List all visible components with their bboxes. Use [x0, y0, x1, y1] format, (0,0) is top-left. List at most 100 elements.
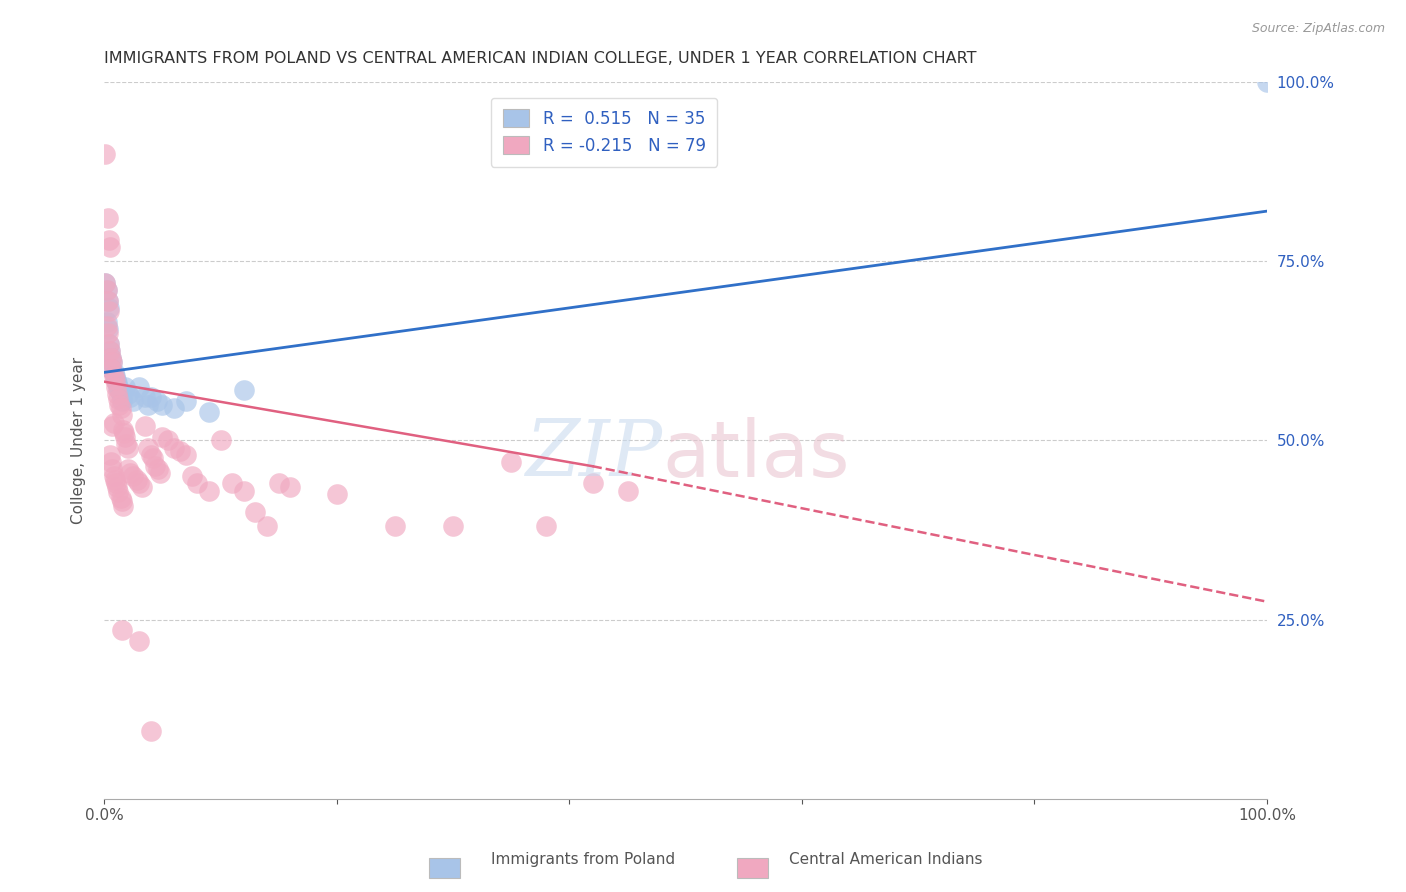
Point	[152, 430, 174, 444]
Point	[111, 409, 134, 423]
Point	[111, 423, 134, 437]
Point	[97, 233, 120, 247]
Point	[111, 394, 134, 409]
Point	[152, 398, 174, 412]
Point	[232, 384, 254, 398]
Point	[157, 434, 180, 448]
Point	[94, 276, 117, 290]
Point	[256, 519, 278, 533]
Point	[104, 476, 127, 491]
Point	[117, 387, 139, 401]
Point	[108, 398, 131, 412]
Point	[139, 391, 162, 405]
Point	[103, 365, 125, 379]
Point	[100, 361, 122, 376]
Point	[118, 466, 141, 480]
Point	[104, 473, 127, 487]
Point	[117, 441, 139, 455]
Point	[110, 387, 132, 401]
Point	[134, 391, 156, 405]
Point	[128, 634, 150, 648]
Point	[145, 394, 167, 409]
Point	[163, 401, 186, 416]
Point	[110, 401, 132, 416]
Point	[146, 462, 169, 476]
Text: atlas: atlas	[662, 417, 849, 492]
Point	[174, 394, 197, 409]
Point	[96, 283, 118, 297]
Point	[107, 380, 129, 394]
Point	[267, 476, 290, 491]
Point	[97, 301, 120, 315]
Point	[616, 483, 638, 498]
Point	[104, 372, 127, 386]
Point	[104, 380, 127, 394]
Text: Source: ZipAtlas.com: Source: ZipAtlas.com	[1251, 22, 1385, 36]
Point	[98, 240, 121, 254]
Point	[138, 398, 160, 412]
Point	[110, 491, 132, 505]
Point	[104, 372, 127, 386]
Point	[326, 487, 349, 501]
Point	[98, 448, 121, 462]
Point	[117, 462, 139, 476]
Point	[174, 448, 197, 462]
Point	[278, 480, 301, 494]
Point	[131, 480, 153, 494]
Point	[96, 318, 118, 333]
Point	[198, 405, 221, 419]
Point	[111, 391, 134, 405]
Point	[128, 380, 150, 394]
Point	[101, 462, 124, 476]
Point	[104, 368, 127, 383]
Point	[122, 394, 145, 409]
Point	[441, 519, 464, 533]
Point	[245, 505, 267, 519]
Point	[115, 437, 138, 451]
Point	[1256, 75, 1278, 89]
Point	[97, 322, 120, 336]
Point	[96, 283, 118, 297]
Point	[111, 494, 134, 508]
Text: ZIP: ZIP	[526, 417, 662, 493]
Point	[111, 624, 134, 638]
Point	[98, 343, 121, 358]
Point	[112, 426, 135, 441]
Point	[209, 434, 232, 448]
Point	[97, 293, 120, 308]
Point	[105, 376, 128, 390]
Point	[103, 368, 125, 383]
Point	[180, 469, 202, 483]
Point	[198, 483, 221, 498]
Point	[97, 293, 120, 308]
Point	[149, 466, 172, 480]
Point	[134, 419, 156, 434]
Point	[186, 476, 208, 491]
Point	[100, 351, 122, 365]
Point	[122, 469, 145, 483]
Point	[94, 146, 117, 161]
Point	[103, 469, 125, 483]
Point	[98, 343, 121, 358]
Point	[114, 380, 136, 394]
Point	[139, 448, 162, 462]
Text: IMMIGRANTS FROM POLAND VS CENTRAL AMERICAN INDIAN COLLEGE, UNDER 1 YEAR CORRELAT: IMMIGRANTS FROM POLAND VS CENTRAL AMERIC…	[104, 51, 977, 66]
Point	[128, 476, 150, 491]
Point	[384, 519, 406, 533]
Point	[534, 519, 557, 533]
Point	[582, 476, 605, 491]
Point	[101, 354, 124, 368]
Point	[232, 483, 254, 498]
Point	[100, 361, 122, 376]
Legend: R =  0.515   N = 35, R = -0.215   N = 79: R = 0.515 N = 35, R = -0.215 N = 79	[491, 97, 717, 167]
Point	[221, 476, 243, 491]
Point	[97, 336, 120, 351]
Point	[103, 416, 125, 430]
Point	[94, 276, 117, 290]
Point	[96, 315, 118, 329]
Point	[139, 723, 162, 738]
Point	[97, 326, 120, 340]
Point	[118, 391, 141, 405]
Point	[142, 451, 165, 466]
Point	[101, 419, 124, 434]
